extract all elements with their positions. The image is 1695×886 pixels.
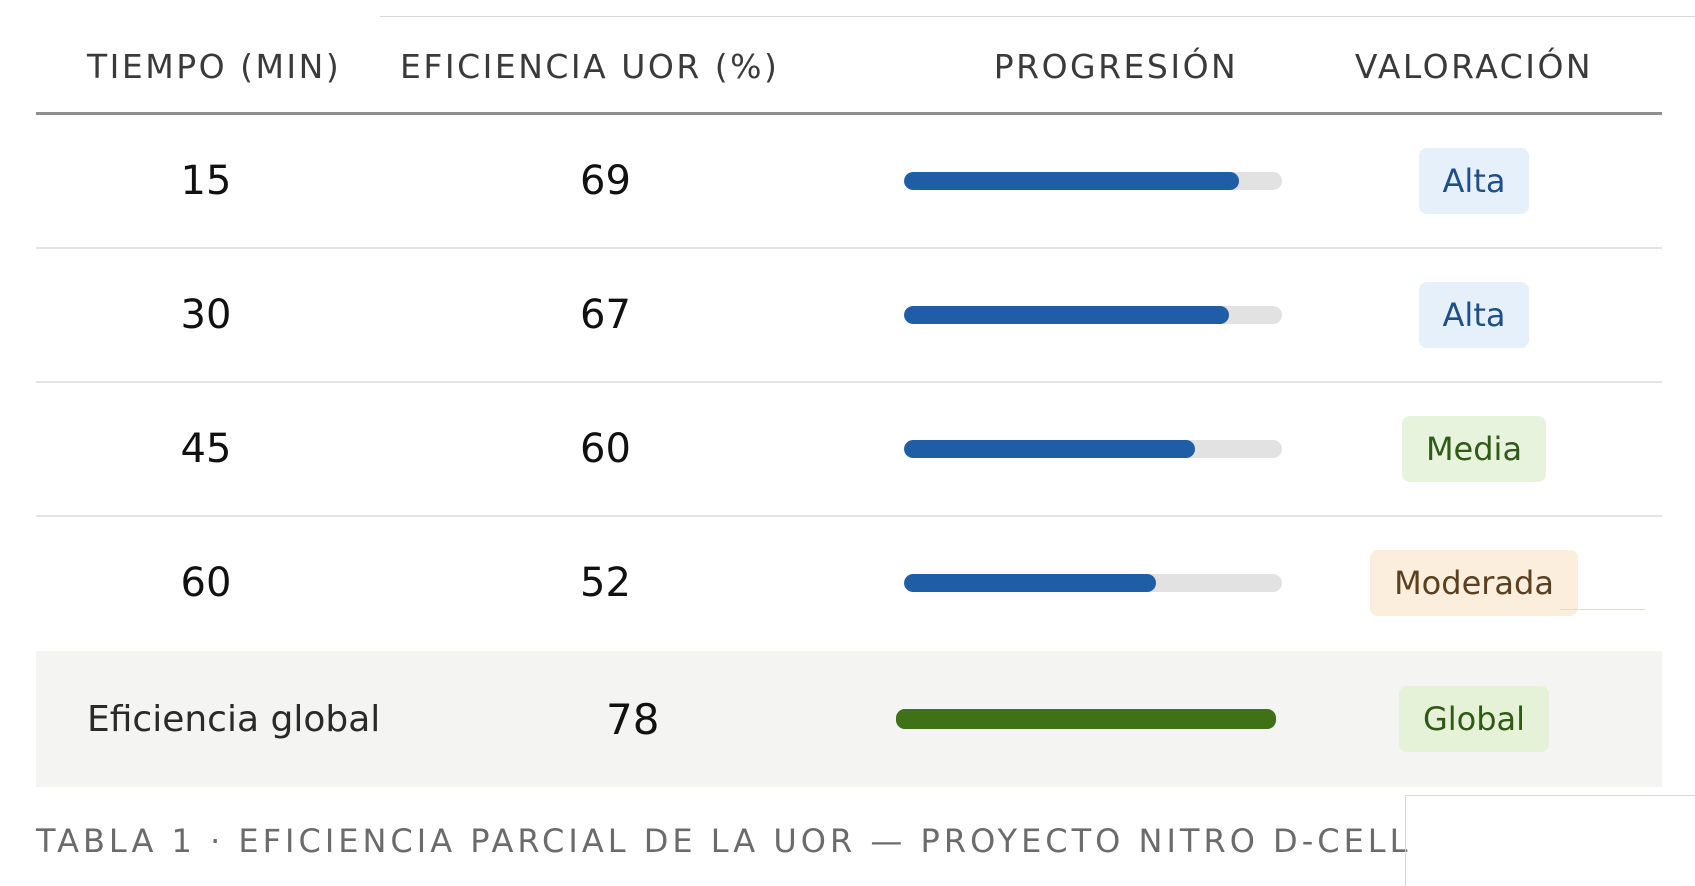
header-cell-rating: VALORACIÓN [1286, 20, 1662, 112]
table-row: 45 60 Media [36, 383, 1662, 517]
global-progress-track [896, 709, 1276, 729]
progress-track [904, 574, 1282, 592]
header-efficiency: EFICIENCIA UOR (%) [400, 46, 780, 86]
decorative-line [1560, 609, 1645, 610]
efficiency-value: 69 [580, 158, 631, 204]
top-divider [380, 16, 1695, 17]
efficiency-value: 60 [580, 426, 631, 472]
rating-badge: Alta [1418, 282, 1530, 348]
time-value: 60 [180, 560, 232, 606]
efficiency-value: 67 [580, 292, 631, 338]
header-time: TIEMPO (MIN) [87, 46, 342, 86]
global-efficiency-value: 78 [606, 694, 660, 744]
global-progress-fill [896, 709, 1276, 729]
header-cell-progress: PROGRESIÓN [856, 20, 1286, 112]
header-cell-time: TIEMPO (MIN) [36, 20, 396, 112]
efficiency-table: TIEMPO (MIN) EFICIENCIA UOR (%) PROGRESI… [36, 20, 1662, 787]
global-badge: Global [1398, 686, 1550, 752]
caption-divider-horizontal [1405, 795, 1695, 796]
rating-badge: Alta [1418, 148, 1530, 214]
progress-fill [904, 574, 1157, 592]
progress-fill [904, 440, 1195, 458]
header-progress: PROGRESIÓN [993, 46, 1239, 86]
progress-fill [904, 172, 1239, 190]
time-value: 15 [180, 158, 232, 204]
table-caption: TABLA 1 · EFICIENCIA PARCIAL DE LA UOR —… [36, 822, 1412, 860]
table-row: 15 69 Alta [36, 115, 1662, 249]
table-row: 30 67 Alta [36, 249, 1662, 383]
table-row: 60 52 Moderada [36, 517, 1662, 649]
time-value: 45 [180, 426, 232, 472]
efficiency-value: 52 [580, 560, 631, 606]
rating-badge: Moderada [1370, 550, 1578, 616]
time-value: 30 [180, 292, 232, 338]
caption-divider-vertical [1405, 795, 1406, 886]
rating-badge: Media [1401, 416, 1547, 482]
progress-track [904, 306, 1282, 324]
progress-track [904, 172, 1282, 190]
header-rating: VALORACIÓN [1354, 46, 1594, 86]
progress-fill [904, 306, 1229, 324]
global-label: Eficiencia global [87, 698, 381, 740]
table-header: TIEMPO (MIN) EFICIENCIA UOR (%) PROGRESI… [36, 20, 1662, 115]
header-cell-efficiency: EFICIENCIA UOR (%) [396, 20, 856, 112]
global-row: Eficiencia global 78 Global [36, 651, 1662, 787]
progress-track [904, 440, 1282, 458]
